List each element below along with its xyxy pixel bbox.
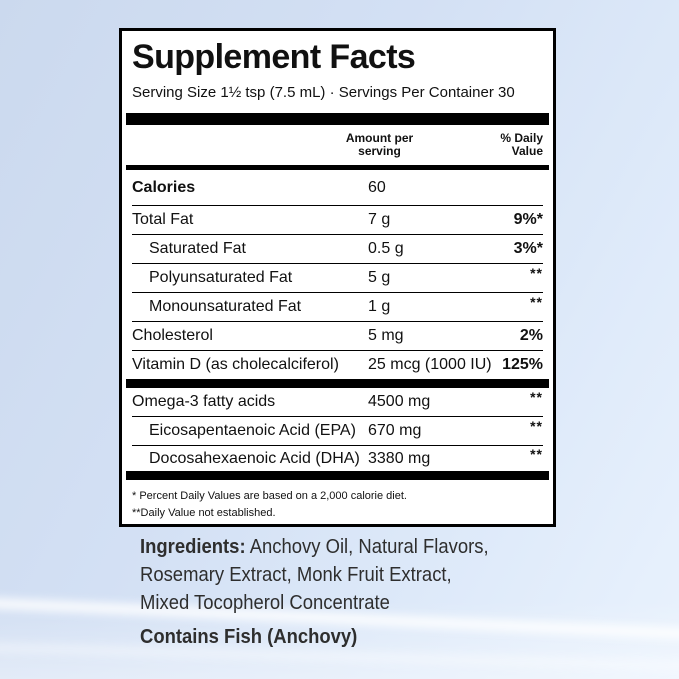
nutrient-row-dha: Docosahexaenoic Acid (DHA) 3380 mg ** (132, 446, 543, 471)
row-daily-value: ** (478, 418, 543, 440)
column-header-daily-value: % Daily Value (437, 132, 543, 158)
ingredients-line-3: Mixed Tocopherol Concentrate (140, 591, 390, 614)
ingredients-line-1-rest: Anchovy Oil, Natural Flavors, (249, 535, 489, 558)
row-amount: 5 mg (368, 327, 404, 344)
footnotes: * Percent Daily Values are based on a 2,… (132, 488, 543, 521)
row-amount: 0.5 g (368, 240, 404, 257)
row-amount: 7 g (368, 211, 391, 228)
row-amount: 670 mg (368, 422, 422, 439)
row-amount: 25 mcg (1000 IU) (368, 356, 492, 373)
row-daily-value: 3%* (513, 240, 543, 257)
row-name: Total Fat (132, 211, 194, 228)
ingredients-line-2: Rosemary Extract, Monk Fruit Extract, (140, 563, 452, 586)
daily-value-not-established-mark: ** (530, 418, 543, 434)
column-header-dv-line1: % Daily (500, 131, 543, 145)
nutrient-row-polyunsaturated-fat: Polyunsaturated Fat 5 g ** (132, 264, 543, 293)
row-name: Docosahexaenoic Acid (DHA) (149, 449, 360, 467)
column-header-dv-line2: Value (511, 144, 543, 158)
row-name: Cholesterol (132, 327, 213, 344)
row-name: Omega-3 fatty acids (132, 393, 276, 410)
column-header-amount: Amount per serving (322, 132, 437, 158)
daily-value-not-established-mark: ** (530, 265, 543, 281)
serving-size-line: Serving Size 1½ tsp (7.5 mL) · Servings … (132, 84, 515, 101)
section-divider-bar (126, 165, 549, 170)
row-daily-value: 2% (519, 327, 543, 344)
row-name: Monounsaturated Fat (149, 298, 302, 315)
row-name: Saturated Fat (149, 240, 246, 257)
row-daily-value: ** (478, 389, 543, 411)
nutrient-row-vitamin-d: Vitamin D (as cholecalciferol) 25 mcg (1… (132, 351, 543, 379)
label-title: Supplement Facts (132, 38, 416, 76)
ingredients-text: Ingredients: Anchovy Oil, Natural Flavor… (140, 533, 608, 651)
nutrient-row-epa: Eicosapentaenoic Acid (EPA) 670 mg ** (132, 417, 543, 446)
row-amount: 3380 mg (368, 449, 431, 467)
nutrient-row-cholesterol: Cholesterol 5 mg 2% (132, 322, 543, 351)
row-daily-value: ** (478, 294, 543, 316)
row-name: Calories (132, 178, 196, 196)
row-amount: 60 (368, 178, 386, 196)
row-amount: 4500 mg (368, 393, 431, 410)
row-daily-value: ** (478, 265, 543, 287)
nutrient-row-total-fat: Total Fat 7 g 9%* (132, 206, 543, 235)
supplement-facts-label: Supplement Facts Serving Size 1½ tsp (7.… (119, 28, 556, 527)
row-name: Vitamin D (as cholecalciferol) (132, 356, 339, 373)
ingredients-line-1: Ingredients: Anchovy Oil, Natural Flavor… (140, 533, 608, 561)
footnote-percent-daily-values: * Percent Daily Values are based on a 2,… (132, 490, 407, 502)
row-daily-value: 125% (502, 356, 543, 373)
section-divider-bar (126, 379, 549, 388)
daily-value-not-established-mark: ** (530, 389, 543, 405)
column-header-amount-line1: Amount per (345, 131, 414, 145)
row-daily-value: ** (478, 446, 543, 468)
column-headers: Amount per serving % Daily Value (132, 132, 543, 158)
nutrient-row-omega-3: Omega-3 fatty acids 4500 mg ** (132, 388, 543, 417)
row-amount: 5 g (368, 269, 391, 286)
section-divider-bar (126, 471, 549, 480)
row-name: Polyunsaturated Fat (149, 269, 293, 286)
allergen-statement: Contains Fish (Anchovy) (140, 625, 358, 648)
nutrient-row-calories: Calories 60 (132, 170, 543, 206)
nutrient-row-monounsaturated-fat: Monounsaturated Fat 1 g ** (132, 293, 543, 322)
ingredients-heading: Ingredients: (140, 535, 246, 558)
daily-value-not-established-mark: ** (530, 294, 543, 310)
nutrient-row-saturated-fat: Saturated Fat 0.5 g 3%* (132, 235, 543, 264)
header-spacer (132, 132, 322, 158)
column-header-amount-line2: serving (358, 144, 401, 158)
footnote-daily-value-not-established: **Daily Value not established. (132, 506, 276, 519)
section-divider-bar (126, 113, 549, 125)
row-amount: 1 g (368, 298, 391, 315)
row-daily-value: 9%* (513, 211, 543, 228)
row-name: Eicosapentaenoic Acid (EPA) (149, 422, 356, 439)
daily-value-not-established-mark: ** (530, 445, 543, 462)
